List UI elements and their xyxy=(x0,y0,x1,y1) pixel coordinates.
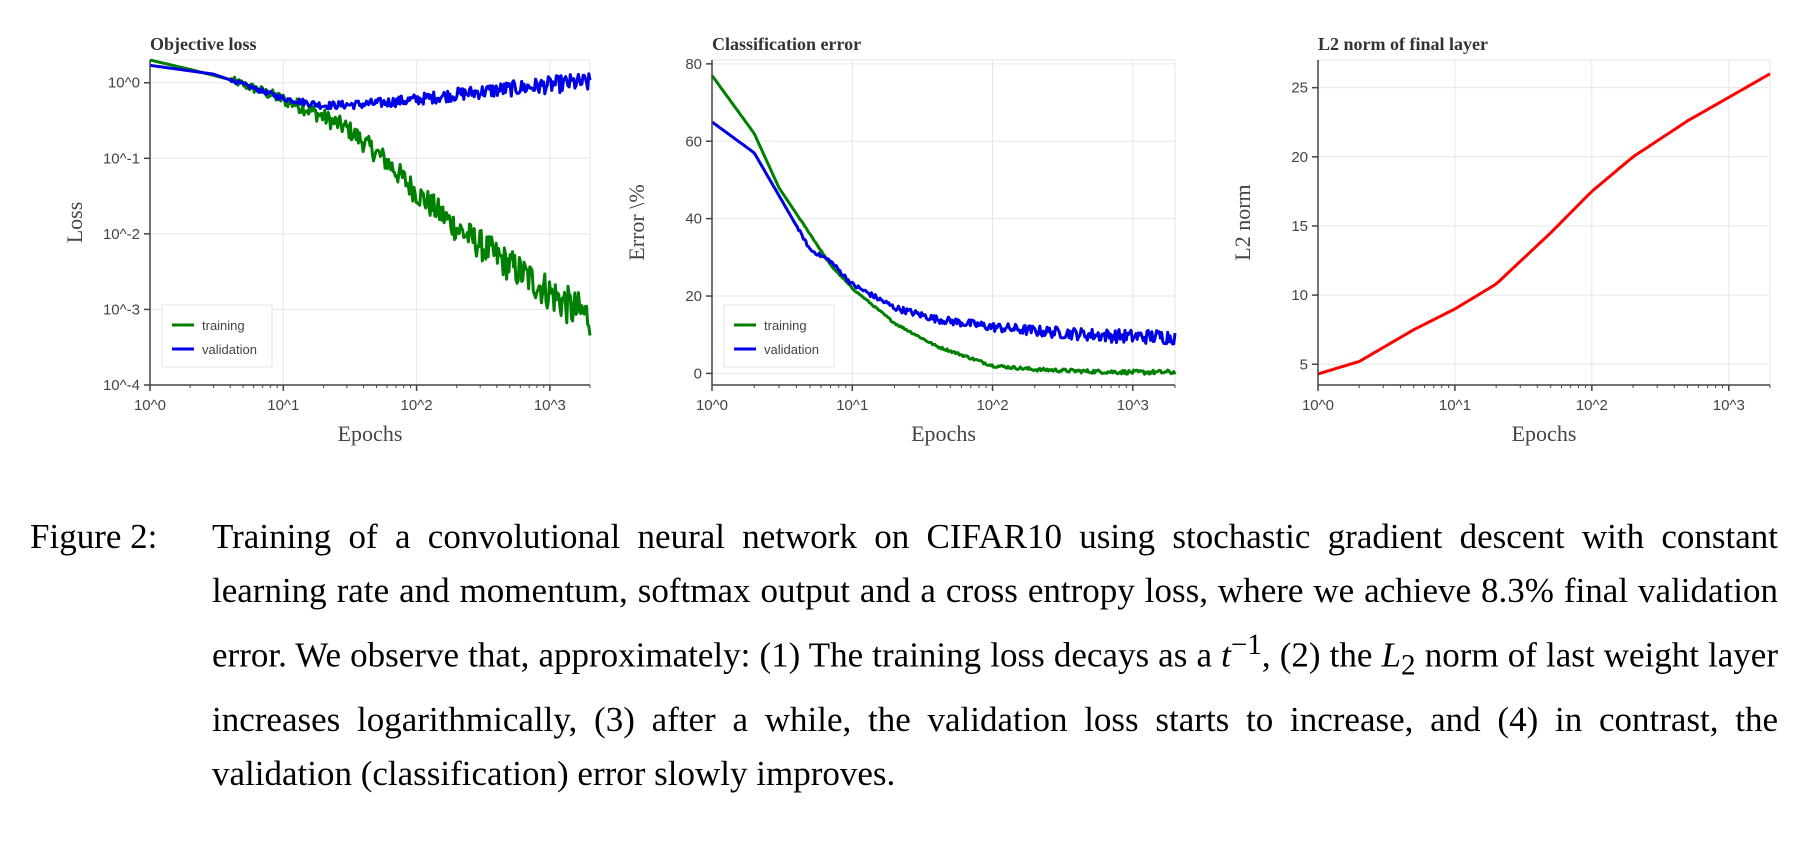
l2-norm-panel: 10^0 10^1 10^2 10^3 5 10 15 20 25 L2 norm of fina… xyxy=(1230,34,1771,446)
x-tick-label-2: 10^2 xyxy=(401,397,433,414)
x-tick-label-1: 10^1 xyxy=(1439,397,1471,414)
x-axis-label: Epochs xyxy=(338,421,403,446)
y-tick-label-3: 10^-1 xyxy=(103,150,140,167)
y-axis-label: Loss xyxy=(62,202,87,244)
x-tick-label-3: 10^3 xyxy=(1117,397,1149,414)
x-tick-label-1: 10^1 xyxy=(836,397,868,414)
x-tick-label-0: 10^0 xyxy=(696,397,728,414)
x-tick-label-2: 10^2 xyxy=(1576,397,1608,414)
caption-text-1: Training of a convolutional neural netwo… xyxy=(212,517,1778,610)
figure-panels: 10^0 10^1 10^2 10^3 10^-4 10^-3 10^-2 10^-1 10^0… xyxy=(62,34,1771,446)
classification-error-panel: 10^0 10^1 10^2 10^3 0 20 40 60 80 Classification … xyxy=(624,34,1177,446)
y-tick-label-3: 20 xyxy=(1291,149,1308,166)
legend: training validation xyxy=(723,304,835,368)
caption-math-exponent: −1 xyxy=(1230,629,1262,661)
y-tick-label-3: 60 xyxy=(685,133,702,150)
x-tick-label-1: 10^1 xyxy=(267,397,299,414)
y-tick-label-0: 10^-4 xyxy=(103,377,140,394)
x-tick-label-3: 10^3 xyxy=(534,397,566,414)
x-tick-label-2: 10^2 xyxy=(976,397,1008,414)
y-tick-label-1: 10 xyxy=(1291,287,1308,304)
caption-text: Training of a convolutional neural netwo… xyxy=(212,510,1778,801)
caption-math-subscript: 2 xyxy=(1401,649,1416,682)
figure-caption: Figure 2: Training of a convolutional ne… xyxy=(30,510,1778,801)
caption-label: Figure 2: xyxy=(30,517,158,556)
panel-title: Classification error xyxy=(712,34,861,54)
legend-label-training: training xyxy=(764,318,807,333)
series-line-training xyxy=(710,74,1177,376)
y-tick-label-4: 80 xyxy=(685,56,702,73)
x-tick-label-0: 10^0 xyxy=(1302,397,1334,414)
y-tick-label-1: 20 xyxy=(685,288,702,305)
legend-box xyxy=(723,304,835,368)
y-tick-label-1: 10^-3 xyxy=(103,301,140,318)
series-line-0 xyxy=(1317,72,1771,376)
y-tick-label-4: 25 xyxy=(1291,80,1308,97)
x-tick-label-3: 10^3 xyxy=(1713,397,1745,414)
y-tick-label-0: 0 xyxy=(694,365,702,382)
caption-text-4: norm of last weight layer increases loga… xyxy=(212,635,1779,793)
series-line-validation xyxy=(711,120,1177,346)
y-tick-label-2: 40 xyxy=(685,211,702,228)
x-tick-label-0: 10^0 xyxy=(134,397,166,414)
legend-label-training: training xyxy=(202,318,245,333)
y-tick-label-0: 5 xyxy=(1300,356,1308,373)
y-tick-label-4: 10^0 xyxy=(108,75,140,92)
y-axis-label: L2 norm xyxy=(1230,184,1255,260)
caption-math-l: L xyxy=(1381,635,1402,675)
legend: training validation xyxy=(161,304,273,368)
x-axis-label: Epochs xyxy=(1512,421,1577,446)
y-tick-label-2: 10^-2 xyxy=(103,226,140,243)
panel-title: Objective loss xyxy=(150,34,256,54)
y-axis-label: Error \% xyxy=(624,184,649,260)
caption-percent: 8.3% xyxy=(1481,571,1554,610)
caption-math-t: t xyxy=(1221,635,1231,675)
x-axis-label: Epochs xyxy=(911,421,976,446)
legend-label-validation: validation xyxy=(764,342,819,357)
objective-loss-panel: 10^0 10^1 10^2 10^3 10^-4 10^-3 10^-2 10^-1 10^0… xyxy=(62,34,592,446)
panel-title: L2 norm of final layer xyxy=(1318,34,1488,54)
caption-text-3: , (2) the xyxy=(1261,635,1382,675)
caption-text-2: final validation error. We observe that,… xyxy=(212,571,1778,675)
legend-label-validation: validation xyxy=(202,342,257,357)
legend-box xyxy=(161,304,273,368)
series-line-validation xyxy=(149,63,592,111)
y-tick-label-2: 15 xyxy=(1291,218,1308,235)
